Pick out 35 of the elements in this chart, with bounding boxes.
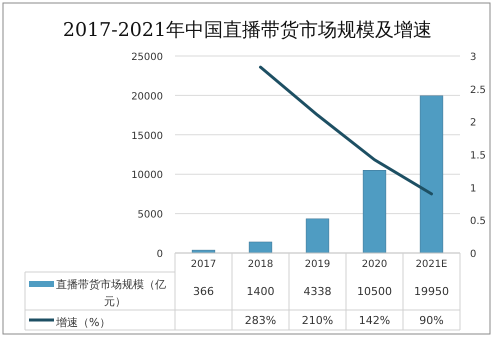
- bar: [306, 218, 330, 254]
- chart-title: 2017-2021年中国直播带货市场规模及增速: [62, 19, 432, 41]
- x-tick-label: 2019: [304, 259, 330, 270]
- data-label: 10500: [357, 285, 392, 298]
- bar: [420, 96, 444, 254]
- line-series: [259, 66, 433, 196]
- data-label: 90%: [419, 314, 444, 327]
- y-tick-label: 25000: [131, 52, 163, 63]
- y2-tick-label: 0: [470, 249, 476, 260]
- legend-label: 增速（%）: [55, 316, 110, 329]
- x-tick-label: 2021E: [416, 259, 448, 270]
- y-tick-label: 20000: [131, 91, 163, 102]
- data-label: 210%: [302, 314, 334, 327]
- legend-label: 直播带货市场规模（亿元）: [56, 278, 166, 308]
- y-tick-label: 0: [156, 249, 163, 260]
- y2-tick-label: 2.5: [470, 84, 486, 96]
- data-label: 142%: [358, 314, 390, 327]
- y2-tick-label: 1: [470, 183, 476, 194]
- x-tick-label: 2017: [190, 259, 216, 270]
- data-label: 283%: [244, 314, 276, 327]
- y2-tick-label: 1.5: [470, 150, 486, 162]
- y2-tick-label: 0.5: [470, 216, 486, 228]
- data-label: 1400: [246, 285, 274, 298]
- bar: [362, 170, 386, 254]
- y-tick-label: 10000: [131, 170, 163, 182]
- bar: [248, 242, 272, 254]
- x-tick-label: 2020: [362, 259, 388, 270]
- x-tick-label: 2018: [248, 259, 274, 270]
- data-label: 366: [193, 285, 214, 298]
- y2-tick-label: 3: [470, 52, 476, 63]
- data-label: 4338: [304, 285, 332, 298]
- y-tick-label: 5000: [138, 210, 163, 221]
- data-label: 19950: [414, 285, 449, 298]
- y2-tick-label: 2: [470, 118, 476, 129]
- y-tick-label: 15000: [131, 130, 163, 142]
